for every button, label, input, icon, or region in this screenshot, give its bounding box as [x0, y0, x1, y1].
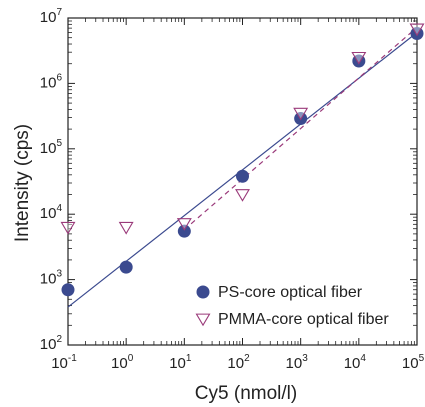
data-point-pmma-core — [60, 221, 76, 235]
x-tick-base: 10 — [169, 355, 186, 372]
data-point-pmma-core — [351, 51, 367, 65]
y-tick-base: 10 — [40, 140, 57, 157]
y-tick-label: 104 — [40, 203, 63, 222]
y-tick-exponent: 4 — [56, 203, 62, 214]
x-tick-base: 10 — [402, 355, 419, 372]
x-tick-label: 104 — [344, 353, 367, 372]
data-point-ps-core — [236, 169, 249, 183]
data-point-pmma-core — [235, 189, 250, 202]
fit-line-series-2 — [183, 26, 418, 231]
x-tick-base: 10 — [344, 355, 361, 372]
y-tick-base: 10 — [40, 205, 57, 222]
x-tick-base: 10 — [51, 355, 68, 372]
y-tick-label: 103 — [40, 269, 63, 288]
x-tick-exponent: -1 — [68, 353, 77, 364]
y-axis-label: Intensity (cps) — [12, 124, 33, 242]
y-tick-base: 10 — [40, 9, 57, 26]
x-tick-label: 105 — [402, 353, 425, 372]
x-tick-base: 10 — [111, 355, 128, 372]
y-tick-label: 102 — [40, 334, 63, 353]
data-point-pmma-core — [409, 23, 425, 37]
x-tick-exponent: 0 — [128, 353, 134, 364]
x-tick-label: 101 — [169, 353, 192, 372]
data-point-ps-core — [61, 283, 75, 297]
x-tick-label: 102 — [227, 353, 250, 372]
x-tick-label: 10-1 — [51, 353, 77, 372]
legend-marker-ps-core — [196, 285, 210, 299]
x-tick-exponent: 5 — [419, 353, 425, 364]
x-tick-exponent: 1 — [186, 353, 192, 364]
x-tick-label: 103 — [286, 353, 309, 372]
y-tick-exponent: 5 — [56, 138, 62, 149]
y-tick-base: 10 — [40, 271, 57, 288]
y-tick-exponent: 2 — [56, 334, 62, 345]
y-tick-label: 105 — [40, 138, 63, 157]
y-tick-base: 10 — [40, 336, 57, 353]
x-tick-base: 10 — [227, 355, 244, 372]
data-point-ps-core — [177, 224, 191, 238]
y-tick-label: 107 — [40, 7, 63, 26]
x-axis-label: Cy5 (nmol/l) — [195, 383, 297, 404]
data-point-pmma-core — [176, 218, 192, 231]
legend: PS-core optical fiber PMMA-core optical f… — [195, 284, 389, 328]
legend-label: PS-core optical fiber — [218, 284, 363, 301]
y-tick-base: 10 — [40, 74, 57, 91]
data-points — [60, 23, 425, 297]
data-point-ps-core — [119, 260, 133, 274]
x-tick-base: 10 — [286, 355, 303, 372]
y-tick-exponent: 7 — [56, 7, 62, 18]
x-tick-exponent: 2 — [244, 353, 250, 364]
legend-marker-pmma-core — [195, 313, 211, 327]
y-tick-label: 106 — [40, 72, 63, 91]
y-tick-exponent: 3 — [56, 269, 62, 280]
x-tick-exponent: 3 — [302, 353, 308, 364]
data-point-pmma-core — [118, 221, 134, 235]
data-point-pmma-core — [293, 107, 309, 121]
legend-label: PMMA-core optical fiber — [218, 311, 389, 328]
x-tick-label: 100 — [111, 353, 134, 372]
y-tick-exponent: 6 — [56, 72, 62, 83]
x-tick-exponent: 4 — [360, 353, 366, 364]
